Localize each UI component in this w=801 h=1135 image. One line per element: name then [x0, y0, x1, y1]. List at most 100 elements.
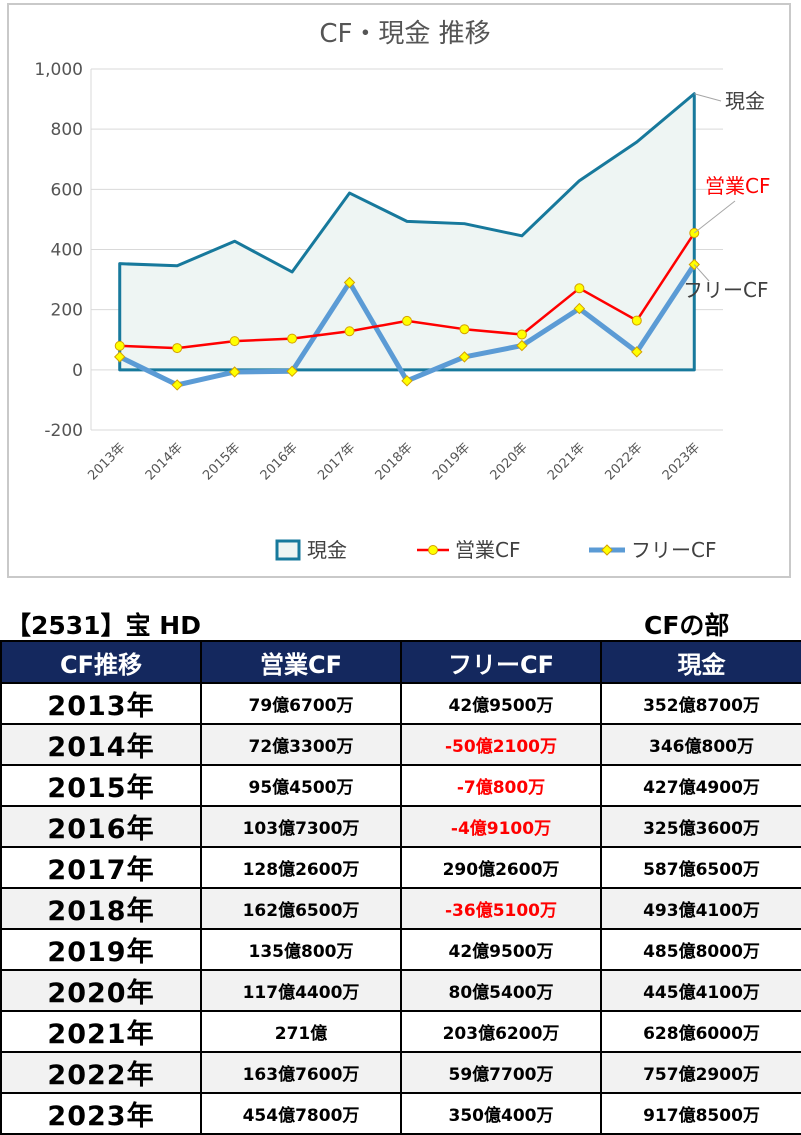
x-tick-label: 2015年 — [200, 440, 243, 483]
year-cell: 2014年 — [0, 723, 202, 766]
y-tick-label: 0 — [72, 361, 83, 381]
series-cash-area — [118, 92, 696, 372]
year-cell: 2020年 — [0, 969, 202, 1012]
chart-panel: CF・現金 推移 1,000 800 600 400 200 0 -200 2013年 201… — [7, 3, 791, 578]
series-end-label: 現金 — [725, 89, 765, 113]
legend-cash-label: 現金 — [307, 538, 347, 562]
end-label-leader — [693, 200, 736, 234]
free-cf-cell: 42億9500万 — [400, 682, 602, 725]
operating-cf-point — [287, 333, 298, 344]
x-tick-label: 2014年 — [143, 440, 186, 483]
operating-cf-point — [344, 326, 355, 337]
x-tick-label: 2016年 — [258, 440, 301, 483]
end-label-leader — [693, 264, 710, 282]
operating-cf-point — [114, 340, 125, 351]
y-axis-ticks: 1,000 800 600 400 200 0 -200 — [34, 60, 83, 441]
operating-cf-cell: 128億2600万 — [200, 846, 402, 889]
legend-operating-cf-marker — [428, 545, 438, 555]
year-cell: 2023年 — [0, 1092, 202, 1135]
operating-cf-point — [402, 315, 412, 326]
operating-cf-point — [516, 329, 527, 340]
operating-cf-cell: 95億4500万 — [200, 764, 402, 807]
free-cf-point — [401, 375, 413, 387]
operating-cf-point — [574, 283, 585, 294]
cash-cell: 325億3600万 — [600, 805, 801, 848]
operating-cf-point — [172, 343, 183, 354]
cash-cell: 628億6000万 — [600, 1010, 801, 1053]
cash-cell: 485億8000万 — [600, 928, 801, 971]
operating-cf-cell: 162億6500万 — [200, 887, 402, 930]
free-cf-point — [114, 351, 126, 363]
chart-title: CF・現金 推移 — [319, 19, 490, 49]
series-layer — [114, 92, 700, 391]
free-cf-cell: -7億800万 — [400, 764, 602, 807]
operating-cf-cell: 117億4400万 — [200, 969, 402, 1012]
free-cf-point — [343, 276, 356, 289]
cash-cell: 493億4100万 — [600, 887, 801, 930]
x-tick-label: 2022年 — [602, 440, 645, 483]
x-tick-label: 2018年 — [373, 440, 416, 483]
x-tick-label: 2013年 — [85, 440, 128, 483]
operating-cf-cell: 79億6700万 — [200, 682, 402, 725]
table-row: 2018年 162億6500万 -36億5100万 493億4100万 — [0, 887, 801, 930]
operating-cf-point — [631, 315, 642, 326]
free-cf-cell: -4億9100万 — [400, 805, 602, 848]
free-cf-cell: -36億5100万 — [400, 887, 602, 930]
x-tick-label: 2023年 — [660, 440, 703, 483]
legend-free-cf-label: フリーCF — [631, 538, 716, 562]
legend-free-cf-marker — [601, 544, 613, 556]
x-axis-ticks: 2013年 2014年 2015年 2016年 2017年 2018年 2019年 2020年… — [85, 440, 703, 483]
company-caption: 【2531】宝 HD — [6, 611, 201, 640]
table-row: 2015年 95億4500万 -7億800万 427億4900万 — [0, 764, 801, 807]
free-cf-point — [631, 346, 643, 358]
free-cf-cell: 290億2600万 — [400, 846, 602, 889]
x-tick-label: 2020年 — [488, 440, 531, 483]
table-row: 2014年 72億3300万 -50億2100万 346億800万 — [0, 723, 801, 766]
x-tick-label: 2019年 — [430, 440, 473, 483]
free-cf-cell: -50億2100万 — [400, 723, 602, 766]
legend-cash-swatch — [275, 539, 301, 561]
operating-cf-point — [459, 324, 470, 335]
y-tick-label: -200 — [44, 421, 83, 441]
operating-cf-cell: 163億7600万 — [200, 1051, 402, 1094]
x-tick-label: 2017年 — [315, 440, 358, 483]
free-cf-point — [573, 302, 586, 315]
table-row: 2023年 454億7800万 350億400万 917億8500万 — [0, 1092, 801, 1135]
table-header-row: CF推移 営業CF フリーCF 現金 — [0, 640, 801, 684]
cash-cell: 917億8500万 — [600, 1092, 801, 1135]
operating-cf-cell: 271億 — [200, 1010, 402, 1053]
free-cf-point — [228, 366, 241, 378]
year-cell: 2018年 — [0, 887, 202, 930]
year-cell: 2016年 — [0, 805, 202, 848]
legend: 現金 営業CF フリーCF — [275, 538, 716, 562]
end-label-leader — [694, 93, 722, 102]
header-operating-cf: 営業CF — [200, 640, 402, 684]
year-cell: 2013年 — [0, 682, 202, 725]
free-cf-cell: 59億7700万 — [400, 1051, 602, 1094]
cash-cell: 757億2900万 — [600, 1051, 801, 1094]
table-row: 2022年 163億7600万 59億7700万 757億2900万 — [0, 1051, 801, 1094]
x-tick-label: 2021年 — [545, 440, 588, 483]
free-cf-cell: 203億6200万 — [400, 1010, 602, 1053]
y-tick-label: 800 — [51, 120, 83, 140]
header-cash: 現金 — [600, 640, 801, 684]
free-cf-point — [171, 379, 183, 391]
y-tick-label: 400 — [51, 241, 83, 261]
free-cf-point — [516, 339, 528, 352]
table-row: 2017年 128億2600万 290億2600万 587億6500万 — [0, 846, 801, 889]
free-cf-point — [286, 365, 298, 378]
free-cf-cell: 42億9500万 — [400, 928, 602, 971]
year-cell: 2019年 — [0, 928, 202, 971]
table-body: 2013年 79億6700万 42億9500万 352億8700万 2014年 72億33… — [0, 682, 801, 1135]
operating-cf-cell: 135億800万 — [200, 928, 402, 971]
series-end-label: フリーCF — [683, 278, 768, 302]
header-free-cf: フリーCF — [400, 640, 602, 684]
cash-cell: 352億8700万 — [600, 682, 801, 725]
table-row: 2016年 103億7300万 -4億9100万 325億3600万 — [0, 805, 801, 848]
free-cf-point — [458, 351, 471, 363]
table-row: 2020年 117億4400万 80億5400万 445億4100万 — [0, 969, 801, 1012]
y-tick-label: 200 — [51, 301, 83, 321]
cf-table: CF推移 営業CF フリーCF 現金 2013年 79億6700万 42億9500万… — [0, 640, 801, 1135]
operating-cf-cell: 103億7300万 — [200, 805, 402, 848]
